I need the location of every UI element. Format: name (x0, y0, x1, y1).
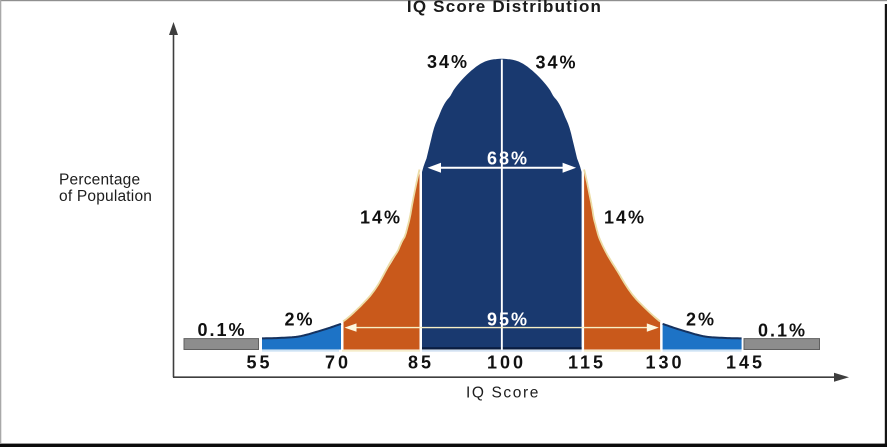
svg-text:130: 130 (645, 353, 684, 373)
svg-text:34%: 34% (427, 52, 469, 72)
svg-text:34%: 34% (535, 53, 577, 73)
svg-text:85: 85 (408, 353, 434, 373)
svg-text:14%: 14% (360, 208, 402, 228)
svg-text:2%: 2% (284, 310, 314, 330)
svg-text:95%: 95% (487, 310, 529, 330)
svg-text:100: 100 (487, 353, 526, 373)
svg-text:68%: 68% (487, 149, 529, 169)
svg-text:2%: 2% (686, 310, 716, 330)
svg-text:70: 70 (325, 353, 351, 373)
svg-text:of Population: of Population (59, 188, 152, 205)
svg-text:IQ Score Distribution: IQ Score Distribution (407, 0, 602, 16)
svg-text:IQ Score: IQ Score (466, 385, 540, 402)
svg-text:14%: 14% (604, 208, 646, 228)
svg-text:0.1%: 0.1% (758, 321, 807, 341)
svg-text:115: 115 (568, 353, 606, 373)
svg-text:55: 55 (246, 353, 272, 373)
svg-text:0.1%: 0.1% (197, 320, 246, 340)
svg-text:145: 145 (726, 353, 765, 373)
svg-text:Percentage: Percentage (59, 172, 140, 189)
